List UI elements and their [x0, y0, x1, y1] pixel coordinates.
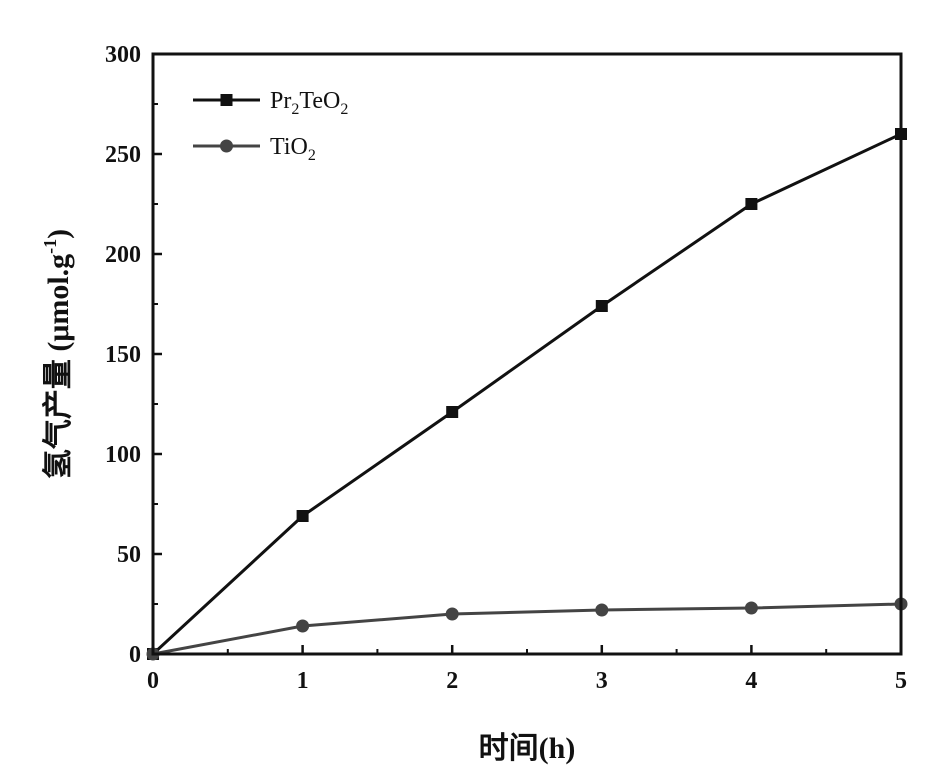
data-point	[296, 620, 309, 633]
y-tick-label: 150	[105, 342, 141, 368]
y-tick-label: 250	[105, 142, 141, 168]
y-axis-title: 氢气产量 (μmol.g-1)	[40, 229, 75, 479]
series-line-1	[153, 604, 901, 654]
marks-layer	[147, 128, 908, 661]
legend-label: TiO2	[270, 134, 316, 164]
y-tick-label: 0	[129, 642, 141, 668]
data-point	[745, 198, 757, 210]
data-point	[297, 510, 309, 522]
legend-label: Pr2TeO2	[270, 88, 348, 118]
x-tick-label: 0	[147, 668, 159, 694]
data-point	[446, 608, 459, 621]
series-line-0	[153, 134, 901, 654]
data-point	[745, 602, 758, 615]
plot-frame	[153, 54, 901, 654]
y-tick-label: 300	[105, 42, 141, 68]
y-tick-label: 100	[105, 442, 141, 468]
x-tick-label: 3	[596, 668, 608, 694]
x-tick-label: 1	[297, 668, 309, 694]
y-tick-label: 50	[117, 542, 141, 568]
x-axis-title: 时间(h)	[479, 732, 576, 765]
legend: Pr2TeO2 TiO2	[193, 88, 348, 164]
x-tick-label: 2	[446, 668, 458, 694]
x-tick-label: 4	[745, 668, 757, 694]
data-point	[595, 604, 608, 617]
data-point	[596, 300, 608, 312]
legend-marker	[220, 140, 233, 153]
y-tick-label: 200	[105, 242, 141, 268]
legend-marker	[221, 94, 233, 106]
data-point	[446, 406, 458, 418]
x-tick-label: 5	[895, 668, 907, 694]
